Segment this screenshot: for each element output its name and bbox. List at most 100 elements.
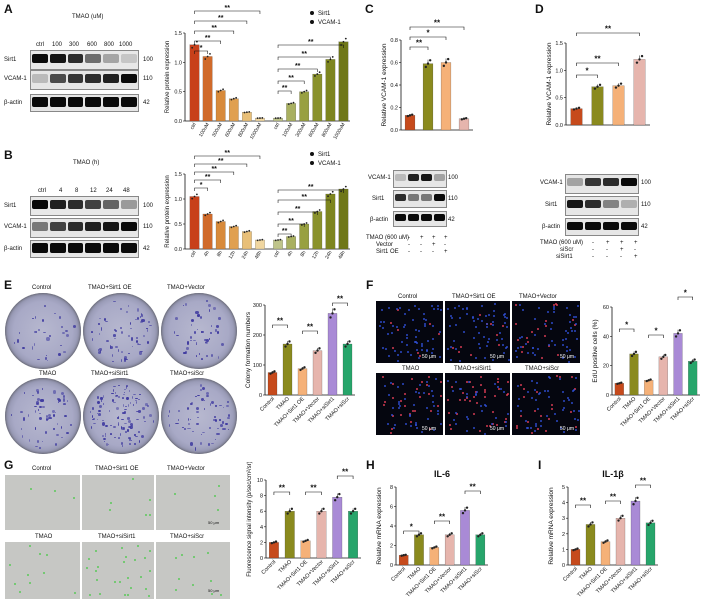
nucleus-dot: [487, 337, 490, 340]
data-point: [314, 351, 317, 355]
colony-speck: [178, 409, 180, 413]
nucleus-dot: [449, 315, 452, 318]
data-point: [304, 539, 307, 543]
colony-speck: [203, 408, 205, 410]
y-axis-label: Relative mRNA expression: [548, 487, 555, 565]
colony-speck: [130, 427, 133, 429]
nucleus-dot: [416, 351, 419, 354]
data-point: [272, 541, 276, 544]
x-tick-label: 48h: [337, 250, 346, 260]
bar: [202, 213, 213, 250]
blot-b-kda-2: 110: [143, 224, 153, 230]
nucleus-dot: [387, 422, 390, 425]
nucleus-dot: [569, 327, 572, 330]
colony-speck: [104, 435, 106, 437]
f-title-6: TMAO+siScr: [525, 366, 560, 372]
nucleus-dot: [421, 344, 423, 347]
green-signal: [130, 586, 133, 589]
nucleus-dot: [423, 322, 426, 325]
data-point: [193, 43, 196, 46]
y-tick-label: 0.2: [390, 106, 398, 112]
colony-speck: [45, 354, 48, 356]
colony-speck: [120, 427, 124, 430]
nucleus-dot: [418, 355, 421, 358]
nucleus-dot: [504, 420, 507, 423]
colony-speck: [218, 404, 222, 407]
colony-speck: [130, 401, 132, 404]
nucleus-dot: [494, 395, 497, 398]
green-signal: [73, 592, 76, 595]
green-signal: [148, 513, 151, 516]
nucleus-dot: [504, 321, 507, 324]
nucleus-dot: [439, 423, 442, 426]
colony-speck: [228, 428, 230, 431]
x-tick-label: 12h: [311, 250, 320, 260]
colony-speck: [134, 400, 137, 402]
nucleus-dot: [561, 409, 564, 412]
colony-speck: [62, 331, 65, 334]
nucleus-dot: [466, 417, 469, 420]
f-title-5: TMAO+siSirt1: [454, 366, 492, 372]
green-signal: [123, 593, 126, 596]
colony-speck: [60, 345, 63, 347]
nucleus-dot: [506, 326, 509, 329]
nucleus-dot: [478, 313, 481, 316]
nucleus-dot: [457, 305, 460, 308]
data-point: [647, 523, 650, 527]
green-signal: [8, 564, 11, 567]
g-title-2: TMAO+Sirt1 OE: [95, 466, 139, 472]
colony-speck: [191, 402, 193, 406]
nucleus-dot: [465, 396, 468, 399]
condition-sign: -: [620, 254, 622, 260]
green-signal: [99, 593, 102, 596]
colony-speck: [123, 411, 126, 414]
data-point: [306, 538, 309, 542]
nucleus-dot: [425, 406, 428, 409]
colony-speck: [60, 426, 62, 429]
data-point: [230, 226, 233, 229]
colony-speck: [104, 432, 107, 435]
green-signal: [139, 575, 142, 578]
nucleus-dot: [482, 336, 485, 339]
nucleus-dot: [493, 303, 496, 306]
significance-bracket: [273, 491, 291, 495]
nucleus-dot: [484, 390, 487, 393]
data-point: [463, 509, 467, 512]
blot-band: [85, 243, 102, 253]
nucleus-dot: [421, 348, 423, 351]
significance-mark: **: [337, 295, 344, 304]
green-signal: [39, 553, 42, 556]
blot-band: [103, 74, 119, 83]
nucleus-dot: [507, 393, 510, 396]
colony-speck: [141, 312, 143, 315]
nucleus-dot: [401, 340, 404, 343]
condition-sign: -: [634, 247, 636, 253]
green-signal: [144, 556, 147, 559]
colony-speck: [131, 425, 134, 427]
y-tick-label: 0.5: [555, 96, 563, 102]
colony-speck: [54, 442, 57, 446]
colony-speck: [201, 330, 203, 334]
significance-bracket: [277, 233, 292, 237]
blot-a-lane-4: 600: [87, 42, 98, 48]
colony-speck: [123, 391, 126, 394]
nucleus-dot: [573, 324, 576, 327]
nucleus-dot: [437, 404, 440, 407]
nucleus-dot: [390, 413, 393, 416]
nucleus-dot: [449, 424, 452, 427]
colony-speck: [120, 351, 124, 354]
colony-speck: [122, 444, 124, 447]
significance-mark: **: [610, 493, 617, 502]
g-title-1: Control: [32, 466, 52, 472]
colony-speck: [36, 358, 40, 360]
bar: [282, 343, 293, 396]
significance-bracket: [277, 68, 318, 72]
data-point: [444, 61, 448, 64]
nucleus-dot: [503, 316, 506, 318]
nucleus-dot: [531, 396, 534, 399]
nucleus-dot: [501, 325, 504, 328]
colony-speck: [43, 331, 47, 334]
green-signal: [94, 570, 97, 573]
nucleus-dot: [547, 344, 550, 347]
nucleus-dot: [461, 308, 464, 311]
